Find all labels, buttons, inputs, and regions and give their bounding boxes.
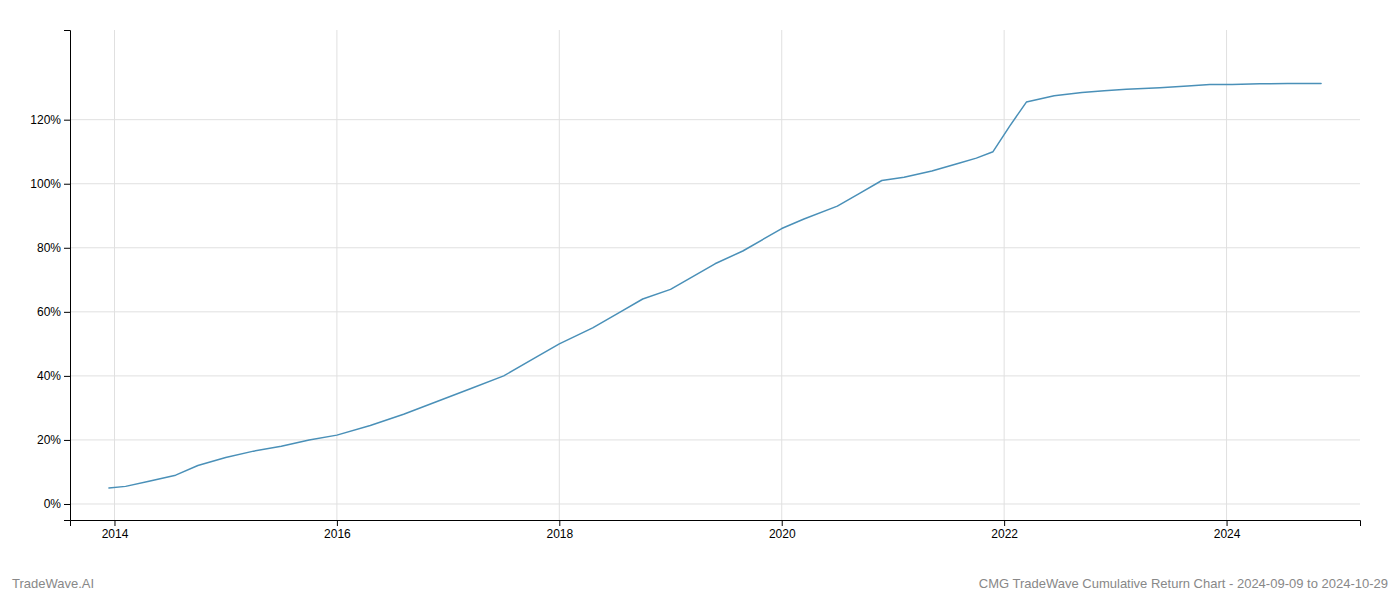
- tick: 100%: [30, 177, 70, 191]
- grid-line: [70, 119, 1360, 120]
- tick-label: 2014: [102, 527, 129, 541]
- tick-mark: [782, 520, 783, 526]
- tick-label: 120%: [30, 113, 61, 127]
- tick-mark: [1004, 520, 1005, 526]
- grid-line: [559, 30, 560, 520]
- tick-mark: [559, 520, 560, 526]
- title: CMG TradeWave Cumulative Return Chart - …: [979, 576, 1388, 591]
- grid-line: [70, 247, 1360, 248]
- marks: [109, 83, 1321, 487]
- line: [109, 83, 1321, 487]
- tick-label: 100%: [30, 177, 61, 191]
- tick-label: 20%: [37, 433, 61, 447]
- grid-line: [1226, 30, 1227, 520]
- tick-label: 2018: [546, 527, 573, 541]
- tick: 40%: [37, 369, 70, 383]
- tick: 2014: [102, 520, 129, 541]
- grid: [70, 30, 1360, 520]
- tick-label: 2020: [769, 527, 796, 541]
- tick-label: 2022: [991, 527, 1018, 541]
- tick: 2024: [1214, 520, 1241, 541]
- tick-mark: [114, 520, 115, 526]
- tick-mark: [64, 184, 70, 185]
- grid-line: [1004, 30, 1005, 520]
- tick: 2022: [991, 520, 1018, 541]
- plot: 2014 2016 2018 2020 2022 2024 0% 20% 40% 60% 80% 10…: [30, 30, 1360, 541]
- tick-mark: [64, 120, 70, 121]
- grid-line: [70, 503, 1360, 504]
- watermark: TradeWave.AI: [12, 576, 94, 591]
- tick-label: 40%: [37, 369, 61, 383]
- tick-label: 2016: [324, 527, 351, 541]
- tick-mark: [64, 248, 70, 249]
- tick-mark: [64, 376, 70, 377]
- tick: 0%: [44, 497, 70, 511]
- tick-label: 2024: [1214, 527, 1241, 541]
- tick: 20%: [37, 433, 70, 447]
- grid-line: [114, 30, 115, 520]
- tick-label: 60%: [37, 305, 61, 319]
- grid-line: [336, 30, 337, 520]
- tick-label: 80%: [37, 241, 61, 255]
- tick: 2016: [324, 520, 351, 541]
- grid-line: [70, 439, 1360, 440]
- tick: 80%: [37, 241, 70, 255]
- x-axis: 2014 2016 2018 2020 2022 2024: [71, 520, 1361, 541]
- tick: 120%: [30, 113, 70, 127]
- grid-line: [70, 183, 1360, 184]
- tick-mark: [337, 520, 338, 526]
- grid-line: [70, 311, 1360, 312]
- grid-line: [781, 30, 782, 520]
- grid-line: [70, 375, 1360, 376]
- tick-mark: [64, 504, 70, 505]
- y-axis: 0% 20% 40% 60% 80% 100% 120%: [30, 31, 70, 521]
- tick: 2018: [546, 520, 573, 541]
- axis-line: [64, 31, 71, 521]
- tick-label: 0%: [44, 497, 62, 511]
- tick-mark: [64, 440, 70, 441]
- tick-mark: [1227, 520, 1228, 526]
- tick-mark: [64, 312, 70, 313]
- tick: 60%: [37, 305, 70, 319]
- chart: 2014 2016 2018 2020 2022 2024 0% 20% 40% 60% 80% 10…: [0, 0, 1400, 600]
- tick: 2020: [769, 520, 796, 541]
- axis-line: [71, 521, 1361, 527]
